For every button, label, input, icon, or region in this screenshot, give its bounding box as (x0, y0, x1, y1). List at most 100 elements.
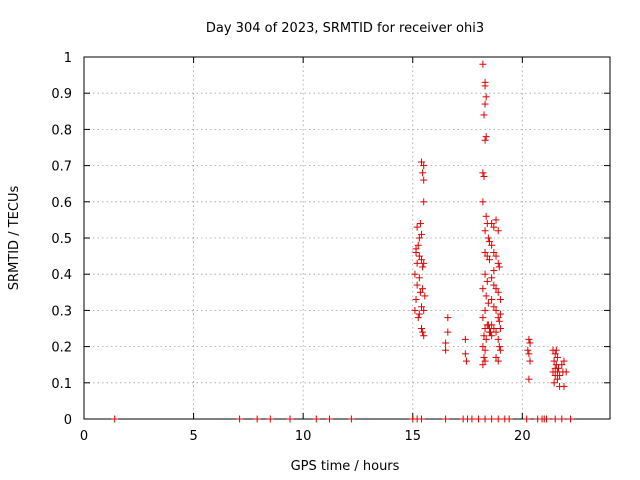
data-point (553, 368, 561, 376)
y-tick-label: 0.9 (51, 87, 72, 102)
x-tick-label: 20 (514, 429, 531, 444)
data-point (412, 296, 420, 304)
data-point (444, 314, 452, 322)
data-point (479, 285, 487, 293)
data-point (556, 372, 564, 380)
data-point (415, 274, 423, 282)
x-tick-label: 15 (404, 429, 421, 444)
data-point (418, 230, 426, 238)
data-point (420, 332, 428, 340)
data-point (553, 375, 561, 383)
data-point (525, 375, 533, 383)
data-point (487, 328, 495, 336)
x-axis-label: GPS time / hours (291, 459, 400, 474)
data-point (468, 415, 476, 423)
data-point (494, 335, 502, 343)
data-point (485, 256, 493, 264)
data-point (552, 346, 560, 354)
data-point (560, 357, 568, 365)
data-point (494, 314, 502, 322)
data-point (479, 314, 487, 322)
y-axis-label: SRMTID / TECUs (7, 186, 22, 291)
axis-ticks (83, 56, 610, 420)
data-point (266, 415, 274, 423)
data-point (484, 299, 492, 307)
data-point (488, 332, 496, 340)
data-point (496, 346, 504, 354)
data-point (488, 415, 496, 423)
data-point (542, 415, 550, 423)
y-tick-label: 0.1 (51, 377, 72, 392)
data-point (419, 263, 427, 271)
data-point (420, 259, 428, 267)
data-point (420, 162, 428, 170)
data-point (495, 263, 503, 271)
x-tick-label: 0 (80, 429, 88, 444)
data-point (523, 415, 531, 423)
data-point (412, 245, 420, 253)
data-point (560, 382, 568, 390)
data-point (479, 198, 487, 206)
data-point (420, 176, 428, 184)
data-point (483, 252, 491, 260)
data-point (419, 285, 427, 293)
data-point (526, 339, 534, 347)
data-point (525, 335, 533, 343)
data-point (550, 357, 558, 365)
y-tick-label: 0.3 (51, 304, 72, 319)
data-point (488, 274, 496, 282)
y-tick-label: 0.5 (51, 232, 72, 247)
data-point (414, 241, 422, 249)
data-point (488, 296, 496, 304)
x-tick-label: 5 (189, 429, 197, 444)
y-tick-label: 0.6 (51, 196, 72, 211)
data-point (482, 335, 490, 343)
data-point (411, 270, 419, 278)
data-point (418, 158, 426, 166)
y-tick-label: 0.8 (51, 123, 72, 138)
data-point (526, 357, 534, 365)
data-point (558, 361, 566, 369)
y-axis-tick-labels: 0 0.1 0.2 0.3 0.4 0.5 0.6 0.7 0.8 0.9 1 (51, 51, 72, 428)
data-point (488, 241, 496, 249)
data-point (494, 288, 502, 296)
data-point (413, 223, 421, 231)
data-point (475, 415, 482, 423)
x-axis-tick-labels: 0 5 10 15 20 (80, 429, 531, 444)
data-point (492, 216, 500, 224)
data-point (481, 248, 489, 256)
data-point (418, 256, 426, 264)
data-point (414, 314, 422, 322)
data-point (462, 357, 470, 365)
data-point (442, 415, 450, 423)
data-point (415, 310, 423, 318)
data-point (485, 325, 493, 332)
data-point (479, 361, 487, 369)
data-point (492, 285, 500, 293)
data-point (111, 415, 119, 423)
data-point (415, 234, 423, 242)
y-tick-label: 1 (64, 51, 72, 66)
data-point (481, 100, 489, 108)
data-point (480, 111, 488, 119)
data-point (484, 321, 492, 329)
data-point (420, 198, 428, 206)
data-point (492, 252, 500, 260)
data-point (495, 343, 503, 351)
data-point (496, 325, 504, 332)
data-point (418, 415, 426, 423)
data-point (461, 335, 469, 343)
data-point (490, 267, 498, 275)
data-point (442, 339, 450, 347)
data-point (524, 346, 532, 354)
data-point (253, 415, 261, 423)
data-point (562, 368, 570, 376)
data-point (558, 415, 566, 423)
data-point (490, 223, 498, 231)
data-point (551, 350, 559, 358)
data-point (482, 212, 490, 220)
y-tick-label: 0 (64, 413, 72, 428)
data-point (421, 292, 429, 300)
data-point (484, 234, 492, 242)
data-point (496, 296, 504, 304)
